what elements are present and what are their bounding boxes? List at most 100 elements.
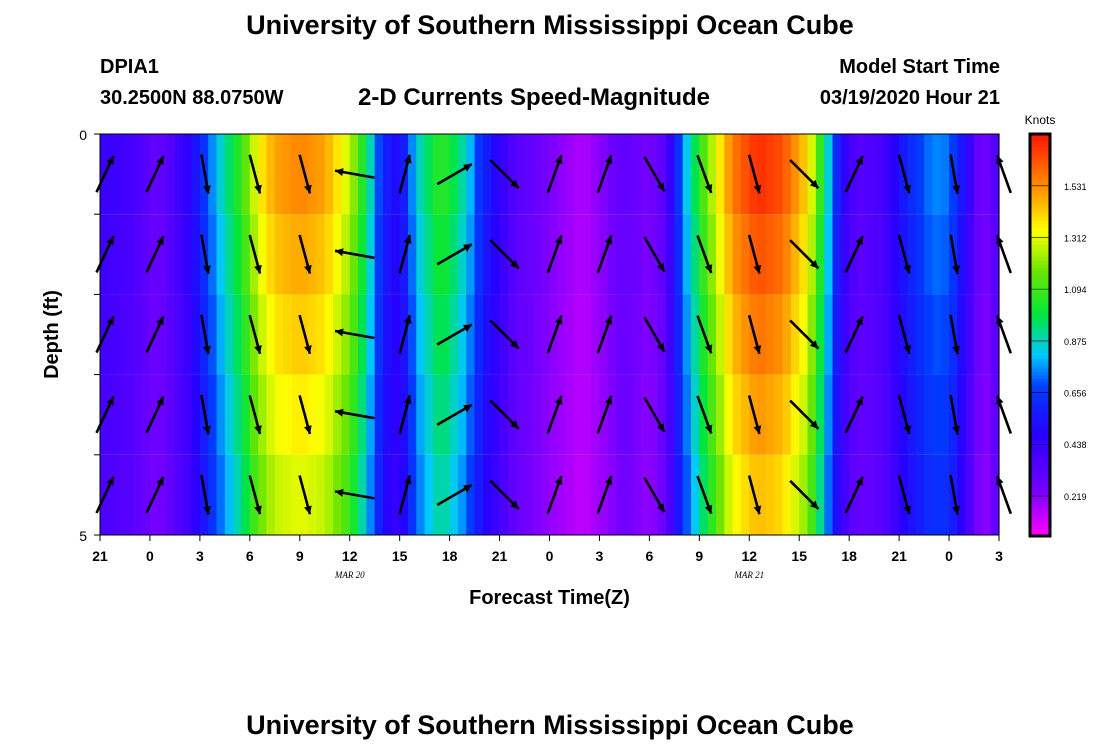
colorbar-segment bbox=[1030, 509, 1050, 514]
heatmap-cell bbox=[982, 134, 992, 215]
colorbar-segment bbox=[1030, 381, 1050, 386]
colorbar-segment bbox=[1030, 187, 1050, 192]
heatmap-cell bbox=[241, 374, 251, 455]
heatmap-cell bbox=[258, 454, 268, 535]
heatmap-cell bbox=[882, 214, 892, 295]
heatmap-cell bbox=[324, 374, 334, 455]
heatmap-cell bbox=[707, 294, 717, 375]
heatmap-cell bbox=[616, 454, 626, 535]
heatmap-cell bbox=[308, 294, 318, 375]
colorbar-segment bbox=[1030, 512, 1050, 517]
heatmap-cell bbox=[874, 294, 884, 375]
current-vector-head bbox=[996, 235, 1004, 245]
heatmap-cell bbox=[308, 374, 318, 455]
heatmap-cell bbox=[308, 214, 318, 295]
current-vector-head bbox=[753, 345, 762, 354]
heatmap-cell bbox=[233, 454, 243, 535]
colorbar-segment bbox=[1030, 291, 1050, 296]
current-vector-head bbox=[903, 264, 912, 274]
heatmap-cell bbox=[224, 454, 234, 535]
heatmap-cell bbox=[516, 374, 526, 455]
station-id: DPIA1 bbox=[100, 56, 159, 78]
heatmap-cell bbox=[641, 294, 650, 375]
heatmap-cell bbox=[616, 214, 626, 295]
heatmap-cell bbox=[607, 454, 617, 535]
heatmap-cell bbox=[657, 374, 667, 455]
heatmap-cell bbox=[674, 374, 684, 455]
current-vector-head bbox=[753, 184, 762, 194]
heatmap-cell bbox=[890, 214, 900, 295]
heatmap-cell bbox=[740, 214, 750, 295]
current-vector-head bbox=[554, 476, 563, 485]
heatmap-cell bbox=[915, 214, 925, 295]
heatmap-cell bbox=[765, 294, 775, 375]
x-tick-label: 18 bbox=[442, 548, 458, 564]
current-vector-head bbox=[156, 236, 164, 246]
colorbar-segment bbox=[1030, 412, 1050, 416]
heatmap-cell bbox=[266, 454, 276, 535]
heatmap-cell bbox=[474, 134, 484, 215]
heatmap-cell bbox=[874, 214, 884, 295]
heatmap-cell bbox=[541, 374, 551, 455]
heatmap-cell bbox=[183, 454, 193, 535]
current-vector-head bbox=[855, 476, 863, 486]
colorbar-segment bbox=[1030, 492, 1050, 497]
current-vector-head bbox=[510, 340, 519, 349]
current-vector-head bbox=[203, 265, 211, 274]
colorbar-segment bbox=[1030, 472, 1050, 477]
heatmap-cell bbox=[924, 454, 933, 535]
heatmap-cell bbox=[491, 374, 501, 455]
heatmap-cell bbox=[582, 454, 592, 535]
heatmap-cell bbox=[358, 454, 367, 535]
current-vector-head bbox=[254, 345, 262, 354]
heatmap-cell bbox=[815, 294, 825, 375]
current-vector-head bbox=[510, 260, 519, 269]
heatmap-cell bbox=[774, 294, 784, 375]
heatmap-cell bbox=[374, 214, 384, 295]
heatmap-cell bbox=[532, 294, 542, 375]
heatmap-cell bbox=[316, 294, 326, 375]
heatmap-cell bbox=[691, 294, 700, 375]
heatmap-cell bbox=[815, 374, 825, 455]
heatmap-cell bbox=[308, 134, 318, 215]
heatmap-cell bbox=[616, 134, 626, 215]
heatmap-cell bbox=[258, 374, 268, 455]
x-tick-label: 18 bbox=[841, 548, 857, 564]
current-vector-head bbox=[463, 484, 472, 493]
heatmap-cell bbox=[957, 214, 967, 295]
current-vector-head bbox=[403, 235, 412, 244]
heatmap-cell bbox=[824, 214, 834, 295]
colorbar-segment bbox=[1030, 284, 1050, 289]
heatmap-cell bbox=[383, 454, 392, 535]
current-vector-head bbox=[335, 408, 344, 417]
heatmap-cell bbox=[732, 134, 742, 215]
heatmap-cell bbox=[832, 374, 842, 455]
heatmap-cell bbox=[158, 454, 168, 535]
heatmap-cell bbox=[832, 214, 842, 295]
colorbar-segment bbox=[1030, 167, 1050, 172]
colorbar-segment bbox=[1030, 211, 1050, 215]
heatmap-cell bbox=[141, 134, 151, 215]
heatmap-cell bbox=[666, 134, 675, 215]
colorbar-segment bbox=[1030, 244, 1050, 249]
colorbar-segment bbox=[1030, 180, 1050, 185]
heatmap-cell bbox=[924, 294, 933, 375]
heatmap-cell bbox=[291, 374, 301, 455]
current-vector-head bbox=[463, 164, 472, 172]
heatmap-cell bbox=[441, 454, 451, 535]
heatmap-cell bbox=[632, 294, 642, 375]
current-vector-head bbox=[903, 505, 912, 515]
heatmap-cell bbox=[591, 454, 601, 535]
current-vector-head bbox=[952, 506, 961, 515]
heatmap-cell bbox=[724, 374, 734, 455]
heatmap-cell bbox=[274, 134, 284, 215]
colorbar-segment bbox=[1030, 261, 1050, 266]
colorbar-segment bbox=[1030, 499, 1050, 504]
heatmap-cell bbox=[682, 294, 692, 375]
x-tick-label: 0 bbox=[146, 548, 154, 564]
current-vector-head bbox=[554, 315, 563, 325]
current-vector-head bbox=[203, 506, 211, 515]
colorbar-segment bbox=[1030, 217, 1050, 222]
heatmap-cell bbox=[216, 294, 226, 375]
heatmap-cell bbox=[482, 454, 492, 535]
